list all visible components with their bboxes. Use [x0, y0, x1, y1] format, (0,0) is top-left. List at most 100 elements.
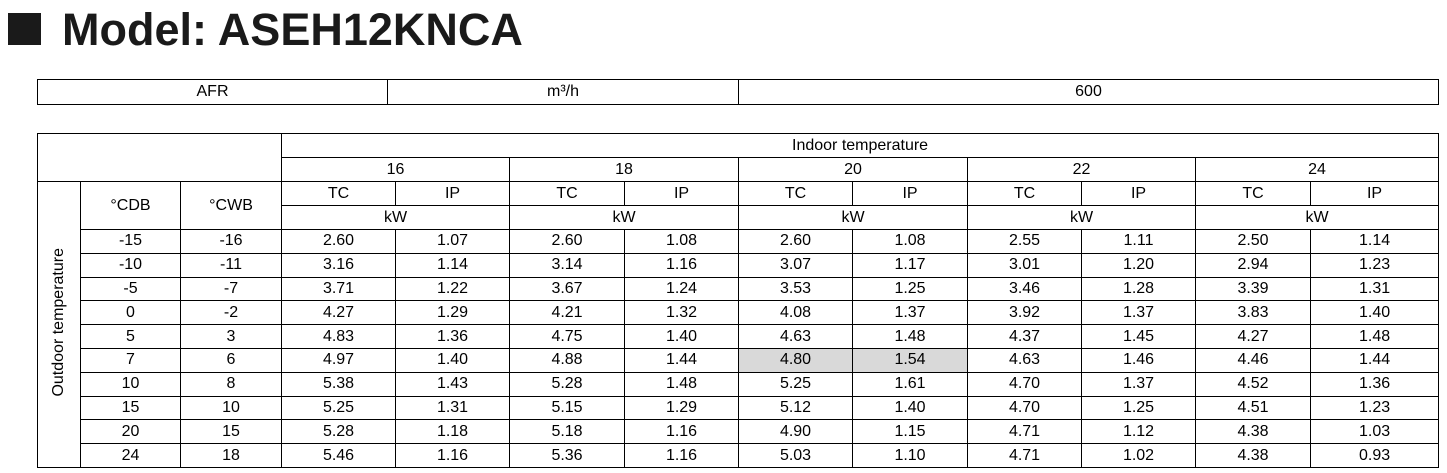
data-cell: 4.70 [967, 371, 1083, 397]
data-cell: 5.25 [281, 395, 397, 421]
data-cell: 1.28 [1081, 276, 1197, 302]
data-row: -10 -11 3.16 1.14 3.14 1.16 3.07 1.17 3.01 1.20 2.… [38, 252, 1440, 278]
data-cell: 1.48 [1310, 324, 1440, 349]
data-cell: 4.21 [509, 300, 626, 326]
outdoor-temp: -15 [80, 229, 181, 254]
data-cell: 3.46 [967, 276, 1083, 302]
header-row: Outdoor temperature °CDB °CWB TC IP TC IP TC IP T… [37, 181, 1440, 468]
data-cell: 1.29 [395, 300, 511, 326]
data-cell: 3.71 [281, 276, 397, 302]
data-cell: 5.12 [738, 395, 854, 421]
data-cell: 2.60 [509, 229, 626, 254]
data-cell: 1.46 [1081, 347, 1197, 373]
data-cell: 1.25 [1081, 395, 1197, 421]
data-cell: 4.51 [1195, 395, 1312, 421]
outdoor-temp: -11 [179, 252, 283, 278]
indoor-temp: 16 [281, 157, 511, 182]
outdoor-temp: 15 [179, 419, 283, 445]
data-cell: 4.80 [738, 347, 854, 373]
data-cell: 2.55 [967, 229, 1083, 254]
data-cell: 1.43 [395, 371, 511, 397]
data-cell: 1.08 [624, 229, 740, 254]
data-cell: 1.16 [624, 443, 740, 468]
data-cell: 3.39 [1195, 276, 1312, 302]
outdoor-temp: 24 [80, 443, 181, 468]
data-row: 24 18 5.46 1.16 5.36 1.16 5.03 1.10 4.71 1.02 4.38… [38, 443, 1440, 468]
data-cell: 1.36 [1310, 371, 1440, 397]
data-cell: 1.07 [395, 229, 511, 254]
data-cell: 4.08 [738, 300, 854, 326]
data-cell: 1.40 [624, 324, 740, 349]
data-cell: 1.08 [852, 229, 969, 254]
data-row: 10 8 5.38 1.43 5.28 1.48 5.25 1.61 4.70 1.37 4.52 1… [38, 371, 1440, 397]
data-cell: 1.44 [624, 347, 740, 373]
data-cell: 1.40 [852, 395, 969, 421]
data-cell: 1.31 [395, 395, 511, 421]
corner-cell [36, 133, 283, 182]
sub-header: TC [1195, 181, 1312, 206]
data-row: -15 -16 2.60 1.07 2.60 1.08 2.60 1.08 2.55 1.11 2.… [38, 229, 1440, 254]
data-cell: 4.52 [1195, 371, 1312, 397]
column-header: °CDB [80, 181, 181, 230]
data-cell: 3.83 [1195, 300, 1312, 326]
sub-header: IP [624, 181, 740, 206]
data-cell: 5.15 [509, 395, 626, 421]
data-cell: 4.46 [1195, 347, 1312, 373]
data-cell: 3.07 [738, 252, 854, 278]
data-cell: 4.63 [738, 324, 854, 349]
data-cell: 2.94 [1195, 252, 1312, 278]
indoor-temp: 24 [1195, 157, 1440, 182]
title-marker [8, 13, 41, 45]
data-cell: 2.50 [1195, 229, 1312, 254]
data-cell: 4.70 [967, 395, 1083, 421]
data-row: 5 3 4.83 1.36 4.75 1.40 4.63 1.48 4.37 1.45 4.27 1.… [38, 324, 1440, 349]
data-cell: 1.44 [1310, 347, 1440, 373]
summary-table: AFR m³/h 600 [37, 79, 1439, 105]
data-cell: 5.18 [509, 419, 626, 445]
data-cell: 1.12 [1081, 419, 1197, 445]
outdoor-temp: -2 [179, 300, 283, 326]
indoor-temp: 20 [738, 157, 969, 182]
performance-table: Indoor temperature 16 18 20 22 24 Outdoor temp… [36, 133, 1440, 468]
outdoor-temp: 18 [179, 443, 283, 468]
data-cell: 4.90 [738, 419, 854, 445]
data-cell: 4.37 [967, 324, 1083, 349]
data-cell: 4.38 [1195, 419, 1312, 445]
data-cell: 5.36 [509, 443, 626, 468]
outdoor-temp: -7 [179, 276, 283, 302]
sub-header: TC [738, 181, 854, 206]
data-cell: 3.92 [967, 300, 1083, 326]
sub-header: IP [852, 181, 969, 206]
unit: kW [509, 205, 740, 230]
data-cell: 1.03 [1310, 419, 1440, 445]
data-cell: 0.93 [1310, 443, 1440, 468]
data-cell: 1.10 [852, 443, 969, 468]
outdoor-temp: -16 [179, 229, 283, 254]
data-cell: 1.17 [852, 252, 969, 278]
outdoor-temp: 8 [179, 371, 283, 397]
data-cell: 5.46 [281, 443, 397, 468]
outdoor-temp: 10 [179, 395, 283, 421]
data-row: -5 -7 3.71 1.22 3.67 1.24 3.53 1.25 3.46 1.28 3.39… [38, 276, 1440, 302]
outdoor-temp: 3 [179, 324, 283, 349]
data-cell: 1.23 [1310, 395, 1440, 421]
data-cell: 5.25 [738, 371, 854, 397]
data-cell: 1.48 [624, 371, 740, 397]
summary-label: AFR [37, 79, 388, 105]
title: Model: ASEH12KNCA [62, 4, 523, 55]
outdoor-temp: 6 [179, 347, 283, 373]
unit: kW [281, 205, 511, 230]
unit: kW [1195, 205, 1440, 230]
data-cell: 4.71 [967, 443, 1083, 468]
outdoor-temp: -5 [80, 276, 181, 302]
data-cell: 1.32 [624, 300, 740, 326]
data-cell: 1.36 [395, 324, 511, 349]
data-cell: 5.03 [738, 443, 854, 468]
data-cell: 1.18 [395, 419, 511, 445]
data-cell: 1.14 [395, 252, 511, 278]
side-header: Outdoor temperature [50, 247, 67, 397]
sub-header: TC [967, 181, 1083, 206]
outdoor-temp: 15 [80, 395, 181, 421]
header-row: Indoor temperature [36, 133, 1440, 182]
sub-header: IP [395, 181, 511, 206]
